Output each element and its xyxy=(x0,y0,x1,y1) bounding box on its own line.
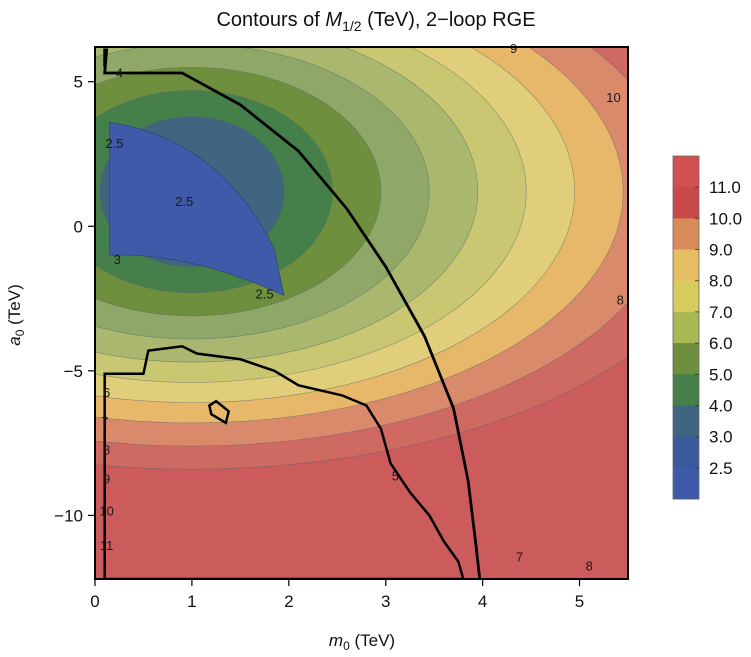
colorbar-cell-10 xyxy=(673,467,699,500)
y-axis: 5 0 −5 −10 xyxy=(54,73,95,525)
colorbar-label-6: 5.0 xyxy=(709,365,733,384)
colorbar-frame xyxy=(672,155,700,500)
contour-label-2.5: 2.5 xyxy=(105,136,123,151)
contour-labels: 4 2.5 2.5 3 2.5 6 7 8 9 10 11 5 7 8 8 9 10 xyxy=(99,41,623,574)
colorbar-cell-5 xyxy=(673,311,699,344)
plot-frame xyxy=(94,46,629,580)
x-label-symbol: m xyxy=(329,631,343,650)
contour-label-8: 8 xyxy=(617,292,624,307)
contour-label-9: 9 xyxy=(103,472,110,487)
contour-label-6: 6 xyxy=(103,385,110,400)
contour-region-2.5 xyxy=(109,121,285,297)
x-axis-label: m0 (TeV) xyxy=(329,631,395,653)
contour-label-3: 3 xyxy=(114,252,121,267)
title-suffix: (TeV), 2−loop RGE xyxy=(362,9,536,31)
contour-label-8: 8 xyxy=(586,558,593,573)
contour-label-10: 10 xyxy=(99,503,113,518)
contour-label-9: 9 xyxy=(510,41,517,56)
excluded-island xyxy=(207,399,231,425)
colorbar-label-8: 3.0 xyxy=(709,428,733,447)
x-tick-label-5: 5 xyxy=(575,592,584,611)
contour-label-7: 7 xyxy=(516,550,523,565)
colorbar-label-9: 2.5 xyxy=(709,459,733,478)
title-symbol: M xyxy=(325,9,342,31)
y-tick-label-3: −10 xyxy=(54,506,83,525)
y-label-unit: (TeV) xyxy=(5,284,24,329)
contour-label-2.5: 2.5 xyxy=(256,287,274,302)
excluded-region-boundary xyxy=(103,344,465,579)
colorbar-label-3: 8.0 xyxy=(709,272,733,291)
colorbar-label-0: 11.0 xyxy=(709,178,741,197)
colorbar-label-1: 10.0 xyxy=(709,209,742,228)
y-label-subscript: 0 xyxy=(13,329,27,336)
contour-label-8: 8 xyxy=(103,443,110,458)
contour-label-4: 4 xyxy=(116,65,123,80)
x-tick-label-2: 2 xyxy=(284,592,293,611)
x-tick-label-1: 1 xyxy=(187,592,196,611)
y-tick-label-1: 0 xyxy=(74,217,83,236)
title-prefix: Contours of xyxy=(216,9,325,31)
colorbar-cell-4 xyxy=(673,280,699,313)
title-subscript: 1/2 xyxy=(342,18,362,34)
colorbar-label-5: 6.0 xyxy=(709,334,733,353)
colorbar-cell-8 xyxy=(673,405,699,438)
chart-title: Contours of M1/2 (TeV), 2−loop RGE xyxy=(216,9,535,34)
x-axis: 0 1 2 3 4 5 xyxy=(90,579,584,611)
x-tick-label-4: 4 xyxy=(478,592,487,611)
y-axis-label: a0 (TeV) xyxy=(5,284,27,346)
contour-label-10: 10 xyxy=(606,90,620,105)
x-tick-label-0: 0 xyxy=(90,592,99,611)
y-tick-label-0: 5 xyxy=(74,73,83,92)
contour-label-11: 11 xyxy=(100,538,114,553)
x-label-unit: (TeV) xyxy=(350,631,395,650)
bold-boundary-curve xyxy=(103,48,482,579)
colorbar-cell-2 xyxy=(673,218,699,251)
colorbar-cell-3 xyxy=(673,249,699,282)
contour-label-2.5: 2.5 xyxy=(175,194,193,209)
colorbar-cell-9 xyxy=(673,436,699,469)
contour-label-7: 7 xyxy=(101,414,108,429)
y-label-symbol: a xyxy=(5,336,24,345)
colorbar-cell-6 xyxy=(673,343,699,375)
colorbar-label-7: 4.0 xyxy=(709,396,733,415)
colorbar-label-4: 7.0 xyxy=(709,303,733,322)
contour-lines xyxy=(103,48,482,579)
y-tick-label-2: −5 xyxy=(64,362,83,381)
colorbar-cell-1 xyxy=(673,187,699,219)
x-label-subscript: 0 xyxy=(343,639,350,653)
x-tick-label-3: 3 xyxy=(381,592,390,611)
contour-bands xyxy=(95,47,628,579)
colorbar: 11.0 10.0 9.0 8.0 7.0 6.0 5.0 4.0 3.0 2.5 xyxy=(672,155,742,500)
colorbar-label-2: 9.0 xyxy=(709,241,733,260)
colorbar-cell-0 xyxy=(673,156,699,188)
colorbar-cell-7 xyxy=(673,374,699,406)
contour-label-5: 5 xyxy=(392,469,399,484)
